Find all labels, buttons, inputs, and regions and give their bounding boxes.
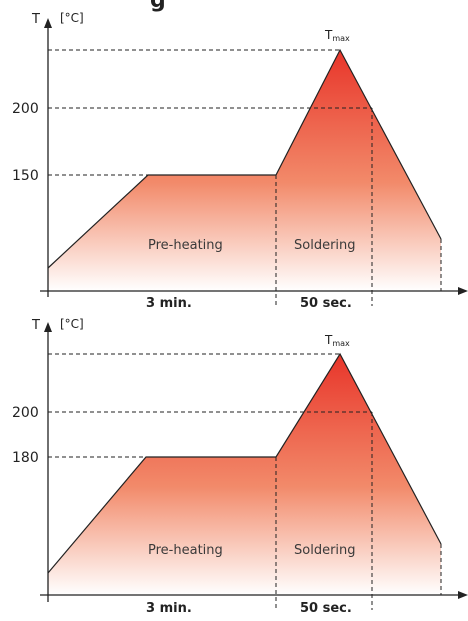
time-axis-arrow	[458, 591, 468, 599]
temperature-axis-arrow	[44, 322, 52, 332]
plateau-temp-tick: 150	[12, 168, 39, 184]
solder-duration-label: 50 sec.	[300, 296, 352, 308]
temperature-unit-label: [°C]	[60, 11, 84, 25]
figure-header: g	[0, 0, 468, 14]
temperature-axis-label: T	[31, 318, 40, 333]
reflow-diagram-bottom: T [°C] 200 180 Tmax Pre-heating Solderin…	[0, 308, 468, 617]
tmax-label: Tmax	[324, 28, 350, 43]
temperature-unit-label: [°C]	[60, 317, 84, 331]
preheat-duration-label: 3 min.	[146, 601, 192, 616]
soldering-phase-label: Soldering	[294, 543, 356, 558]
plateau-temp-tick: 180	[12, 450, 39, 466]
preheating-phase-label: Pre-heating	[148, 543, 223, 558]
preheat-soldering-area	[48, 354, 441, 595]
tmax-label: Tmax	[324, 333, 350, 348]
preheating-phase-label: Pre-heating	[148, 238, 223, 253]
reflow-profile-svg: T [°C] 200 150 Tmax Pre-heating Solderin…	[12, 11, 468, 311]
solder-duration-label: 50 sec.	[300, 601, 352, 616]
solder-temp-tick: 200	[12, 101, 39, 117]
preheat-duration-label: 3 min.	[146, 296, 192, 308]
header-title-fragment: g	[150, 0, 166, 13]
temperature-axis-arrow	[44, 18, 52, 28]
solder-temp-tick: 200	[12, 405, 39, 421]
reflow-diagram-top: T [°C] 200 150 Tmax Pre-heating Solderin…	[0, 0, 468, 311]
temperature-axis-label: T	[31, 12, 40, 27]
reflow-profile-svg: T [°C] 200 180 Tmax Pre-heating Solderin…	[12, 317, 468, 616]
time-axis-arrow	[458, 287, 468, 295]
preheat-soldering-area	[48, 50, 441, 291]
soldering-phase-label: Soldering	[294, 238, 356, 253]
